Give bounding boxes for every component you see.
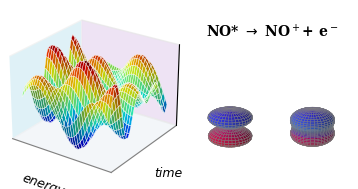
Y-axis label: time: time [154,167,183,180]
X-axis label: energy: energy [21,172,66,189]
Text: NO* $\rightarrow$ NO$^+$+ e$^-$: NO* $\rightarrow$ NO$^+$+ e$^-$ [206,23,338,40]
